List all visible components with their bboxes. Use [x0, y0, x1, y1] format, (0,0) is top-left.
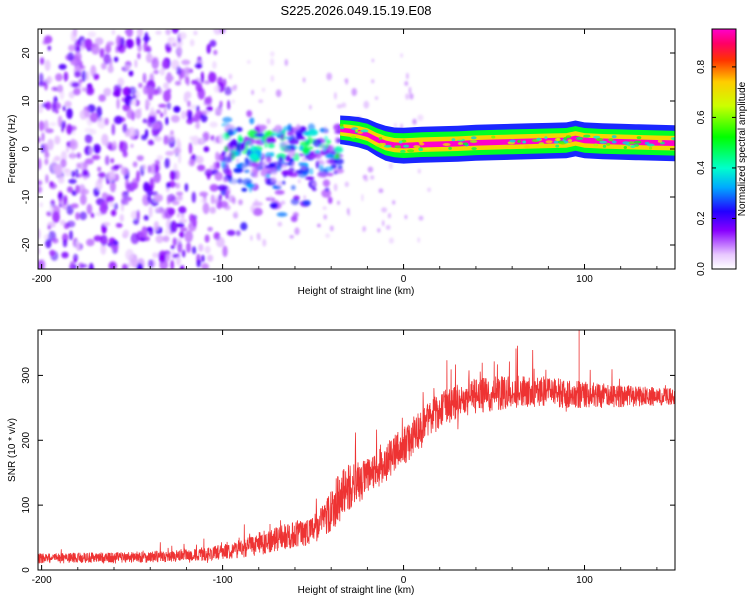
- spectrogram-y-axis-label: Frequency (Hz): [7, 115, 18, 184]
- snr-y-axis-label: SNR (10 * v/v): [7, 418, 18, 482]
- x-tick-label: 0: [401, 274, 407, 285]
- colorbar-tick-label: 0.2: [696, 211, 707, 225]
- y-tick-label: -10: [21, 189, 32, 204]
- snr-x-ticks: -200 -100 0 100: [32, 330, 658, 586]
- y-tick-label: 0: [21, 567, 32, 573]
- snr-panel: -200 -100 0 100 0 100 200 300 Height of straig…: [7, 329, 676, 596]
- colorbar-gradient: [711, 28, 737, 270]
- snr-x-axis-label: Height of straight line (km): [298, 585, 415, 596]
- colorbar-ticks: 0.0 0.2 0.4 0.6 0.8: [696, 60, 736, 276]
- spectrogram-ridge: [339, 115, 675, 164]
- spectrogram-x-ticks: -200 -100 0 100: [32, 29, 658, 285]
- y-tick-label: 100: [21, 496, 32, 513]
- colorbar-tick-label: 0.0: [696, 262, 707, 276]
- y-tick-label: 300: [21, 367, 32, 384]
- colorbar-tick-label: 0.8: [696, 60, 707, 74]
- x-tick-label: 100: [576, 575, 593, 586]
- spectrogram-blobs: [38, 29, 431, 269]
- x-tick-label: -200: [32, 274, 52, 285]
- snr-series-line: [38, 330, 675, 565]
- spectrogram-y-ticks: 20 10 0 -10 -20: [21, 47, 675, 252]
- y-tick-label: 10: [21, 95, 32, 107]
- spectrogram-image: [38, 29, 675, 269]
- colorbar-label: Normalized spectral amplitude: [737, 81, 748, 216]
- colorbar-tick-label: 0.6: [696, 110, 707, 124]
- y-tick-label: -20: [21, 237, 32, 252]
- x-tick-label: -200: [32, 575, 52, 586]
- snr-background: [38, 330, 675, 570]
- snr-y-ticks: 0 100 200 300: [21, 367, 675, 573]
- y-tick-label: 0: [21, 146, 32, 152]
- colorbar-tick-label: 0.4: [696, 161, 707, 175]
- colorbar: 0.0 0.2 0.4 0.6 0.8 Normalized spectral ampl…: [696, 28, 748, 276]
- spectrogram-x-axis-label: Height of straight line (km): [298, 286, 415, 297]
- y-tick-label: 200: [21, 431, 32, 448]
- snr-frame: [37, 329, 676, 571]
- figure-title: S225.2026.049.15.19.E08: [280, 3, 431, 18]
- x-tick-label: 100: [576, 274, 593, 285]
- y-tick-label: 20: [21, 47, 32, 59]
- x-tick-label: -100: [213, 274, 233, 285]
- x-tick-label: -100: [213, 575, 233, 586]
- x-tick-label: 0: [401, 575, 407, 586]
